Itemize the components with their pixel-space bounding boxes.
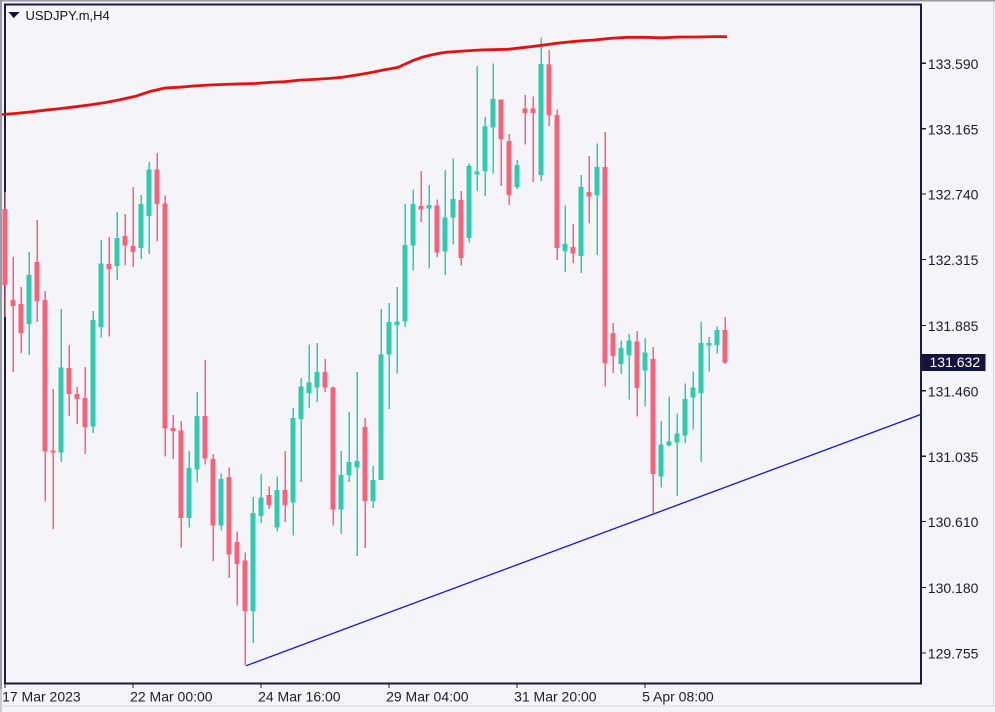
svg-text:22 Mar 00:00: 22 Mar 00:00 (130, 689, 213, 705)
svg-text:129.755: 129.755 (928, 646, 979, 662)
svg-text:130.180: 130.180 (928, 580, 979, 596)
svg-text:132.315: 132.315 (928, 252, 979, 268)
svg-text:24 Mar 16:00: 24 Mar 16:00 (258, 689, 341, 705)
svg-text:131.632: 131.632 (930, 354, 981, 370)
svg-text:17 Mar 2023: 17 Mar 2023 (2, 689, 81, 705)
svg-text:USDJPY.m,H4: USDJPY.m,H4 (26, 8, 110, 23)
svg-text:131.035: 131.035 (928, 449, 979, 465)
svg-text:133.165: 133.165 (928, 121, 979, 137)
svg-text:131.885: 131.885 (928, 318, 979, 334)
svg-text:31 Mar 20:00: 31 Mar 20:00 (514, 689, 597, 705)
svg-text:131.460: 131.460 (928, 383, 979, 399)
svg-text:29 Mar 04:00: 29 Mar 04:00 (386, 689, 469, 705)
svg-text:133.590: 133.590 (928, 56, 979, 72)
svg-text:130.610: 130.610 (928, 514, 979, 530)
svg-text:132.740: 132.740 (928, 187, 979, 203)
svg-text:5 Apr 08:00: 5 Apr 08:00 (642, 689, 714, 705)
